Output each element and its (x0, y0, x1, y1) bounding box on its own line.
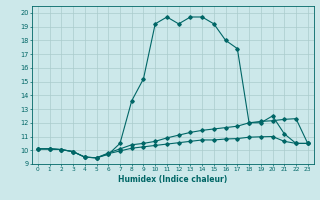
X-axis label: Humidex (Indice chaleur): Humidex (Indice chaleur) (118, 175, 228, 184)
